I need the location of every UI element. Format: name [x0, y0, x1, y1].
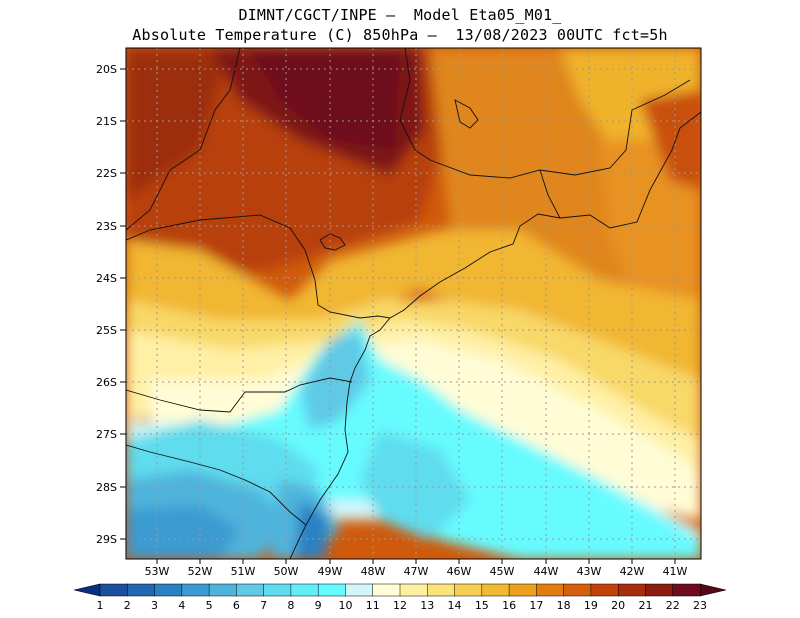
colorbar-label: 13	[420, 599, 434, 612]
lon-label: 52W	[188, 565, 213, 578]
colorbar-swatch	[563, 583, 592, 597]
lon-label: 43W	[577, 565, 602, 578]
lat-label: 26S	[96, 376, 117, 389]
colorbar-label: 6	[233, 599, 240, 612]
colorbar-label: 23	[693, 599, 707, 612]
colorbar-swatch	[672, 583, 701, 597]
colorbar-label: 12	[393, 599, 407, 612]
reservoir-1	[319, 233, 346, 251]
colorbar-label: 8	[287, 599, 294, 612]
colorbar-swatch	[536, 583, 565, 597]
lat-labels: 20S 21S 22S 23S 24S 25S 26S 27S 28S 29S	[96, 63, 117, 546]
colorbar-label: 1	[97, 599, 104, 612]
lon-labels: 53W 52W 51W 50W 49W 48W 47W 46W 45W 44W …	[145, 565, 688, 578]
border-pr-sc	[126, 377, 353, 413]
colorbar-swatch	[454, 583, 483, 597]
colorbar-swatch	[154, 583, 183, 597]
colorbar-swatch	[208, 583, 238, 597]
colorbar-swatch	[372, 583, 401, 597]
colorbar-label: 16	[502, 599, 516, 612]
graticule	[126, 48, 701, 559]
colorbar-swatch	[127, 583, 156, 597]
colorbar-label: 19	[584, 599, 598, 612]
border-sc-rs	[126, 444, 307, 526]
colorbar-label: 18	[557, 599, 571, 612]
colorbar-label: 20	[611, 599, 625, 612]
lat-label: 28S	[96, 481, 117, 494]
colorbar-label: 17	[529, 599, 543, 612]
lon-label: 44W	[534, 565, 559, 578]
lon-label: 49W	[318, 565, 343, 578]
colorbar-label: 11	[366, 599, 380, 612]
colorbar-swatch	[481, 583, 510, 597]
border-rj-sp	[539, 169, 561, 219]
border-sp-pr	[126, 214, 391, 319]
colorbar-label: 7	[260, 599, 267, 612]
lat-label: 23S	[96, 220, 117, 233]
colorbar-swatch	[181, 583, 210, 597]
colorbar-label: 22	[666, 599, 680, 612]
colorbar-label: 10	[338, 599, 352, 612]
colorbar-swatch	[99, 583, 129, 597]
border-mg-rj	[429, 79, 691, 179]
colorbar-swatch	[427, 583, 456, 597]
lon-label: 46W	[447, 565, 472, 578]
colorbar-swatch	[263, 583, 292, 597]
colorbar-swatch	[645, 583, 674, 597]
temperature-field	[126, 48, 701, 559]
colorbar-swatch	[236, 583, 265, 597]
colorbar-swatch	[290, 583, 319, 597]
colorbar-swatch	[617, 583, 647, 597]
plot-frame	[125, 47, 702, 560]
colorbar-label: 4	[178, 599, 185, 612]
colorbar-swatch	[590, 583, 619, 597]
colorbar-swatch	[317, 583, 347, 597]
lon-label: 47W	[404, 565, 429, 578]
lon-label: 51W	[231, 565, 256, 578]
colorbar-under-arrow	[73, 583, 101, 597]
lat-ticks	[120, 68, 126, 540]
border-mg-sp	[399, 48, 431, 161]
colorbar-swatch	[345, 583, 374, 597]
lat-label: 24S	[96, 272, 117, 285]
lat-label: 21S	[96, 115, 117, 128]
colorbar-label: 2	[124, 599, 131, 612]
lat-label: 25S	[96, 324, 117, 337]
lon-label: 48W	[361, 565, 386, 578]
colorbar-swatch	[508, 583, 538, 597]
colorbar-over-arrow	[699, 583, 727, 597]
colorbar-label: 14	[448, 599, 462, 612]
title-line-1: DIMNT/CGCT/INPE – Model Eta05_M01_	[238, 6, 562, 24]
lon-label: 53W	[145, 565, 170, 578]
lon-label: 50W	[274, 565, 299, 578]
lon-ticks	[156, 559, 676, 564]
borders	[126, 48, 701, 559]
lat-label: 22S	[96, 167, 117, 180]
lat-label: 27S	[96, 428, 117, 441]
lat-label: 20S	[96, 63, 117, 76]
colorbar: 1 2 3 4 5 6 7 8 9 10 11 12 13 14 15 16 17 18 19 20 21 22 23	[73, 583, 727, 612]
reservoir-2	[454, 99, 479, 129]
colorbar-swatch	[399, 583, 429, 597]
colorbar-label: 3	[151, 599, 158, 612]
lat-label: 29S	[96, 533, 117, 546]
lon-label: 45W	[490, 565, 515, 578]
border-ms-sp	[126, 48, 241, 231]
title-line-2: Absolute Temperature (C) 850hPa – 13/08/…	[132, 26, 668, 44]
lon-label: 42W	[620, 565, 645, 578]
coastline	[289, 111, 701, 559]
lon-label: 41W	[663, 565, 688, 578]
colorbar-label: 21	[638, 599, 652, 612]
colorbar-label: 9	[315, 599, 322, 612]
colorbar-label: 15	[475, 599, 489, 612]
colorbar-label: 5	[206, 599, 213, 612]
